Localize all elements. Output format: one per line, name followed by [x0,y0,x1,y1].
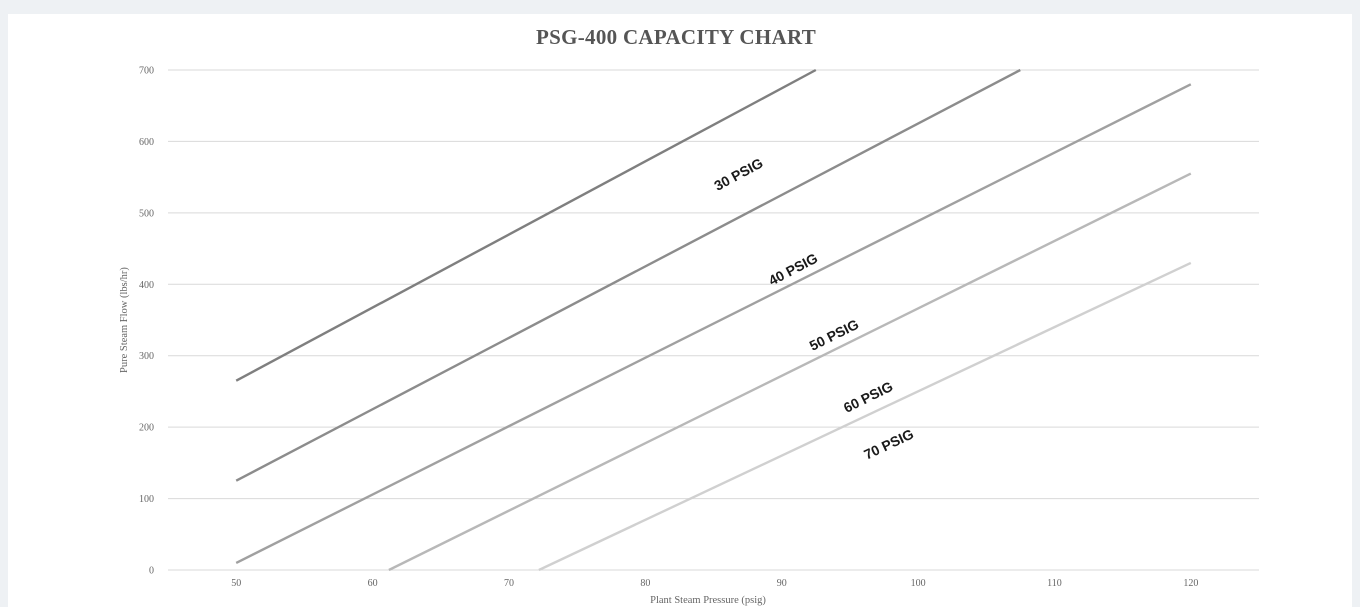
y-tick-label-300: 300 [139,351,154,362]
series-line-60-psig [388,172,1192,572]
series-line-50-psig [235,83,1192,564]
series-label-70-psig: 70 PSIG [861,426,916,463]
x-tick-label-100: 100 [911,578,926,589]
x-axis-ticks: 50 60 70 80 90 100 110 120 [231,578,1198,589]
y-tick-label-400: 400 [139,280,154,291]
y-tick-label-0: 0 [149,566,154,577]
y-tick-label-200: 200 [139,423,154,434]
series-label-30-psig: 30 PSIG [711,155,765,194]
chart-title: PSG-400 CAPACITY CHART [536,25,816,49]
y-axis-ticks: 0 100 200 300 400 500 600 700 [139,66,154,577]
series-label-50-psig: 50 PSIG [807,316,862,354]
series-line-40-psig [235,68,1021,482]
capacity-chart: PSG-400 CAPACITY CHART 0 100 200 300 400 500 6… [119,25,1259,606]
x-tick-label-90: 90 [777,578,787,589]
y-tick-label-700: 700 [139,66,154,77]
x-tick-label-70: 70 [504,578,514,589]
chart-card: PSG-400 CAPACITY CHART 0 100 200 300 400 500 6… [8,14,1352,607]
x-tick-label-60: 60 [368,578,378,589]
gridlines [168,69,1259,571]
x-tick-label-50: 50 [231,578,241,589]
y-tick-label-600: 600 [139,137,154,148]
x-tick-label-110: 110 [1047,578,1062,589]
series-lines [235,68,1192,572]
x-tick-label-120: 120 [1183,578,1198,589]
y-axis-label: Pure Steam Flow (lbs/hr) [119,267,130,373]
series-label-60-psig: 60 PSIG [841,378,896,416]
y-tick-label-500: 500 [139,208,154,219]
x-axis-label: Plant Steam Pressure (psig) [650,595,766,606]
series-line-70-psig [538,261,1192,572]
series-line-30-psig [235,68,817,382]
x-tick-label-80: 80 [640,578,650,589]
y-tick-label-100: 100 [139,494,154,505]
